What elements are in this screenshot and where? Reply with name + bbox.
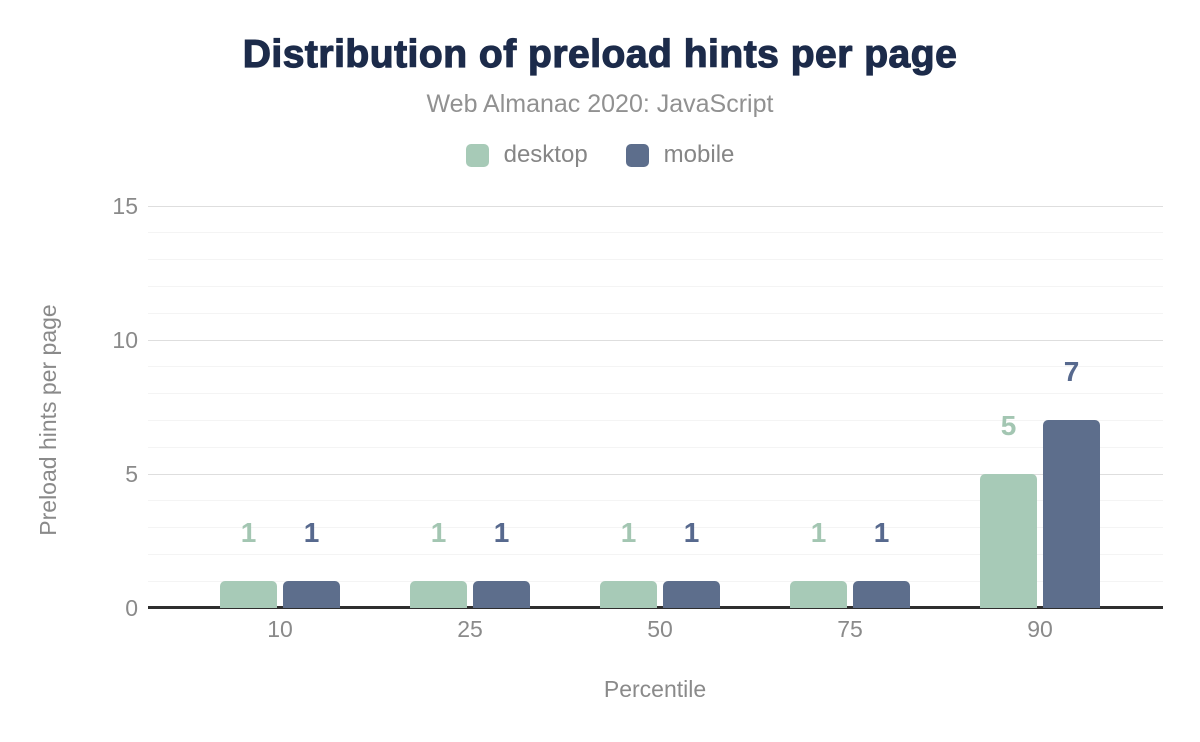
x-axis-tick-label: 90 (1027, 616, 1053, 642)
value-label-desktop-p50: 1 (620, 517, 637, 548)
gridline (148, 500, 1163, 502)
gridline (148, 259, 1163, 261)
bar-desktop-p90[interactable] (980, 474, 1037, 608)
gridline (148, 232, 1163, 234)
bar-mobile-p10[interactable] (283, 581, 340, 608)
legend: desktop mobile (0, 141, 1200, 169)
x-axis-tick-label: 50 (647, 616, 673, 642)
y-axis-title: Preload hints per page (35, 304, 61, 536)
bar-mobile-p75[interactable] (853, 581, 910, 608)
gridline (148, 285, 1163, 287)
x-axis-tick-label: 10 (267, 616, 293, 642)
chart-subtitle: Web Almanac 2020: JavaScript (426, 90, 774, 118)
value-label-mobile-p90: 7 (1063, 356, 1080, 387)
gridline (148, 473, 1163, 475)
value-label-mobile-p10: 1 (303, 517, 320, 548)
bar-desktop-p10[interactable] (220, 581, 277, 608)
gridline (148, 393, 1163, 395)
legend-label: desktop (503, 141, 588, 168)
y-axis-tick-label: 0 (125, 595, 138, 621)
x-axis-title: Percentile (603, 676, 707, 702)
value-label-mobile-p75: 1 (873, 517, 890, 548)
bar-desktop-p25[interactable] (410, 581, 467, 608)
bar-desktop-p50[interactable] (600, 581, 657, 608)
value-label-mobile-p50: 1 (683, 517, 700, 548)
gridline (148, 527, 1163, 529)
gridline (148, 366, 1163, 368)
y-axis-tick-label: 10 (112, 327, 138, 353)
value-label-desktop-p10: 1 (240, 517, 257, 548)
value-label-mobile-p25: 1 (493, 517, 510, 548)
x-axis-tick-label: 75 (837, 616, 863, 642)
y-axis-tick-label: 5 (125, 461, 138, 487)
x-axis-tick-label: 25 (457, 616, 483, 642)
bar-mobile-p25[interactable] (473, 581, 530, 608)
y-axis-tick-label: 15 (112, 193, 138, 219)
bar-mobile-p90[interactable] (1043, 420, 1100, 608)
chart-title: Distribution of preload hints per page (242, 32, 958, 76)
gridline (148, 339, 1163, 341)
value-label-desktop-p90: 5 (1000, 410, 1017, 441)
value-label-desktop-p75: 1 (810, 517, 827, 548)
bar-desktop-p75[interactable] (790, 581, 847, 608)
legend-swatch-desktop (465, 143, 489, 167)
plot-area: 1 1 1 1 1 1 1 1 5 7 (148, 205, 1163, 609)
gridline (148, 205, 1163, 207)
gridline (148, 553, 1163, 555)
bar-mobile-p50[interactable] (663, 581, 720, 608)
value-label-desktop-p25: 1 (430, 517, 447, 548)
gridline (148, 446, 1163, 448)
legend-item-desktop[interactable]: desktop (465, 141, 588, 169)
legend-swatch-mobile (625, 143, 649, 167)
gridline (148, 312, 1163, 314)
legend-item-mobile[interactable]: mobile (625, 141, 735, 169)
legend-label: mobile (663, 141, 735, 168)
gridline (148, 580, 1163, 582)
gridline (148, 419, 1163, 421)
